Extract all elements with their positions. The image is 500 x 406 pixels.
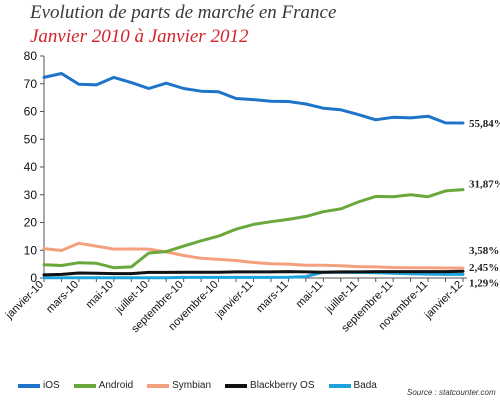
legend-label: Android [98,380,134,391]
series-line-symbian [42,241,465,270]
end-label-bada: 1,29% [469,277,499,289]
legend-label: Symbian [172,380,212,391]
legend-item-blackberry-os: Blackberry OS [225,380,315,391]
end-label-symbian: 3,58% [469,245,499,257]
y-tick-label: 50 [24,132,38,146]
legend-swatch [147,383,170,388]
legend-swatch [18,383,40,388]
y-tick-label: 40 [24,160,38,174]
y-tick-label: 80 [24,49,38,63]
x-tick-label: mai-11 [294,279,326,311]
x-tick-label: mars-11 [254,279,290,315]
x-tick-label: janvier-10 [3,279,46,322]
y-tick-label: 0 [30,271,37,285]
legend-swatch [225,383,248,388]
end-label-android: 31,87% [469,179,500,191]
end-label-blackberry-os: 2,45% [469,262,499,274]
legend-swatch [328,383,351,388]
legend-label: Bada [353,380,377,391]
series-line-blackberry-os [42,269,465,277]
series-line-ios [42,72,465,125]
y-tick-label: 20 [24,216,38,230]
series-line-android [42,188,465,270]
x-tick-label: mars-10 [44,279,81,316]
legend-swatch [73,383,96,388]
chart-subtitle: Janvier 2010 à Janvier 2012 [30,26,249,47]
legend-item-ios: iOS [18,380,60,391]
legend-label: Blackberry OS [250,380,315,391]
end-label-ios: 55,84% [469,118,500,130]
x-tick-label: janvier-11 [213,279,256,322]
legend-item-symbian: Symbian [147,380,211,391]
series-line-bada [42,270,465,280]
legend-item-android: Android [73,380,134,391]
chart-legend: iOS Android Symbian Blackberry OS Bada [18,380,391,391]
y-tick-label: 60 [24,105,38,119]
y-tick-label: 70 [24,77,38,91]
y-tick-label: 10 [24,243,38,257]
x-tick-label: janvier-12 [422,279,465,322]
y-tick-label: 30 [24,188,38,202]
legend-item-bada: Bada [328,380,377,391]
source-note: Source : statcounter.com [407,388,496,397]
x-tick-label: mai-10 [84,279,116,311]
legend-label: iOS [43,380,60,391]
chart-title: Evolution de parts de marché en France [30,2,337,23]
